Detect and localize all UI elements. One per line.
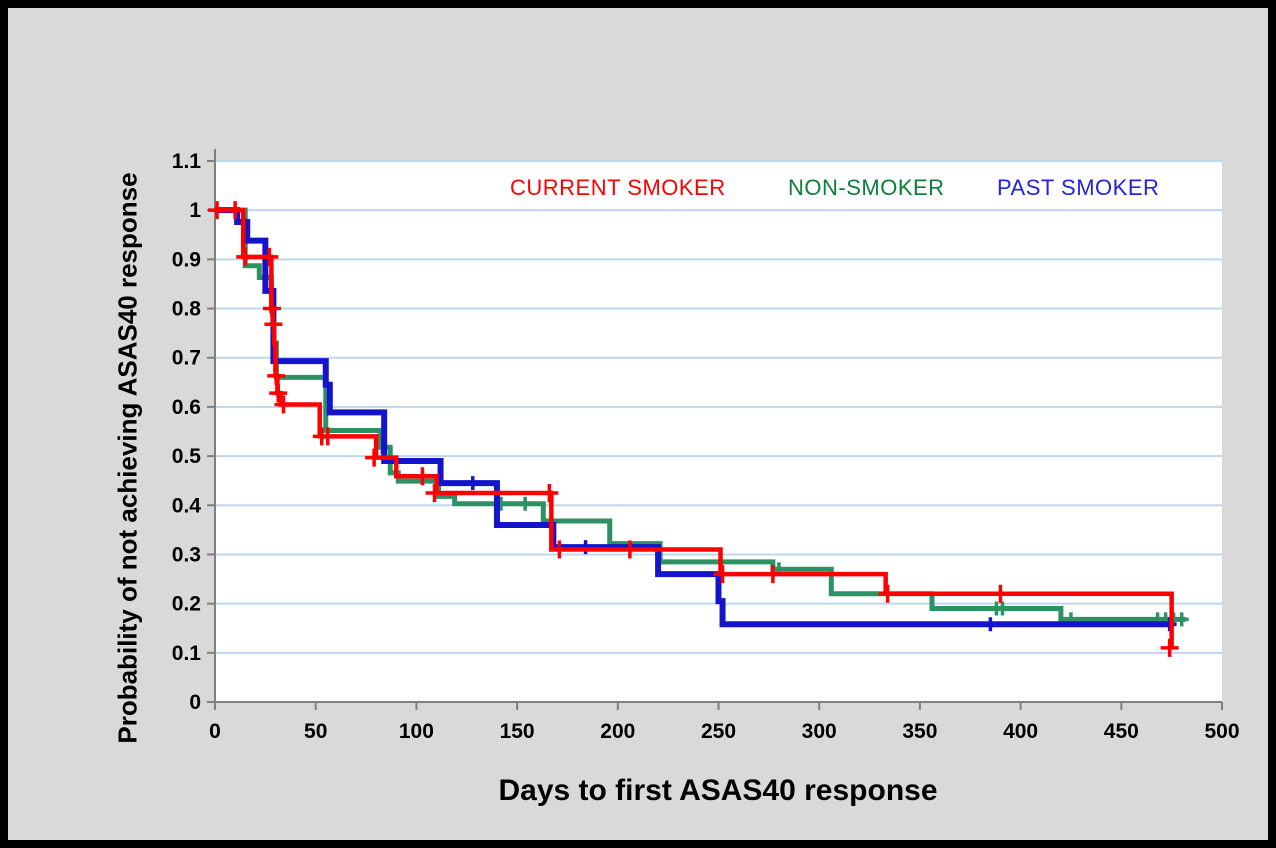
censor-mark-past-smoker <box>983 617 998 632</box>
x-tick-label: 100 <box>399 720 434 743</box>
censor-mark-current-smoker <box>425 483 444 502</box>
x-tick-label: 350 <box>902 720 937 743</box>
censor-mark-current-smoker <box>991 584 1010 603</box>
x-tick-label: 500 <box>1204 720 1239 743</box>
censor-mark-current-smoker <box>267 366 286 385</box>
censor-mark-current-smoker <box>264 315 283 334</box>
y-tick-label: 0.5 <box>172 445 202 468</box>
legend-label-past-smoker: PAST SMOKER <box>997 175 1160 200</box>
tick-labels: 0 0.1 0.2 0.3 0.4 0.5 0.6 0.7 0.8 0.9 1 1.1 0 50 100 15… <box>172 150 1240 743</box>
y-tick-label: 0.7 <box>172 347 201 370</box>
y-tick-label: 1 <box>189 199 201 222</box>
y-tick-label: 0.4 <box>172 494 202 517</box>
censor-mark-current-smoker <box>763 565 782 584</box>
y-axis-title: Probability of not achieving ASAS40 resp… <box>112 172 143 744</box>
km-curve-past-smoker <box>215 207 1174 628</box>
censor-mark-non-smoker <box>518 496 533 511</box>
y-tick-label: 0.2 <box>172 593 201 616</box>
censor-mark-current-smoker <box>318 427 337 446</box>
censor-mark-current-smoker <box>713 565 732 584</box>
censor-mark-current-smoker <box>262 299 281 318</box>
censor-mark-current-smoker <box>413 467 432 486</box>
censor-mark-current-smoker <box>550 540 569 559</box>
y-tick-label: 0.9 <box>172 248 201 271</box>
x-tick-label: 200 <box>600 720 635 743</box>
x-tick-label: 0 <box>209 720 221 743</box>
x-tick-label: 250 <box>701 720 736 743</box>
censor-mark-current-smoker <box>236 247 255 266</box>
y-tick-label: 0.6 <box>172 396 201 419</box>
series-current-smoker <box>208 201 1179 657</box>
censor-mark-current-smoker <box>274 395 293 414</box>
legend-label-non-smoker: NON-SMOKER <box>788 175 945 200</box>
y-tick-label: 0.3 <box>172 543 201 566</box>
x-tick-label: 300 <box>802 720 837 743</box>
censor-mark-current-smoker <box>269 384 288 403</box>
y-tick-label: 0.1 <box>172 642 202 665</box>
censor-mark-current-smoker <box>260 247 279 266</box>
x-tick-label: 450 <box>1104 720 1139 743</box>
censor-mark-current-smoker <box>226 201 245 220</box>
censor-mark-current-smoker <box>540 483 559 502</box>
tick-marks <box>207 160 1223 710</box>
censor-mark-current-smoker <box>365 448 384 467</box>
censor-mark-non-smoker <box>995 601 1010 616</box>
x-tick-label: 400 <box>1003 720 1038 743</box>
y-tick-label: 0 <box>189 691 201 714</box>
legend-label-current-smoker: CURRENT SMOKER <box>510 175 726 200</box>
censor-mark-non-smoker <box>1174 612 1189 627</box>
censor-mark-current-smoker <box>620 540 639 559</box>
y-tick-label: 1.1 <box>172 150 202 173</box>
x-tick-label: 50 <box>304 720 327 743</box>
censor-mark-past-smoker <box>465 476 480 491</box>
censor-mark-current-smoker <box>1160 638 1179 657</box>
censor-mark-current-smoker <box>878 584 897 603</box>
censor-mark-current-smoker <box>208 201 227 220</box>
x-axis-title: Days to first ASAS40 response <box>498 774 938 807</box>
x-tick-label: 150 <box>500 720 535 743</box>
y-tick-label: 0.8 <box>172 298 202 321</box>
